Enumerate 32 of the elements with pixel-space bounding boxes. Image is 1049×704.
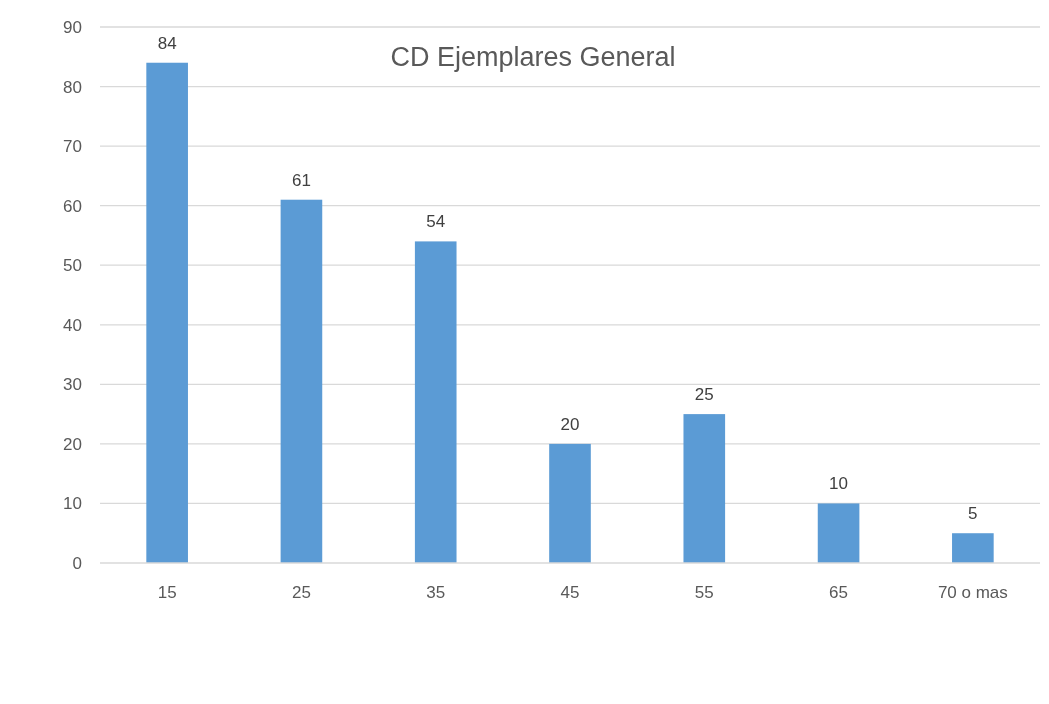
x-tick-label: 70 o mas xyxy=(937,583,1008,602)
bar xyxy=(817,503,860,563)
x-tick-label: 25 xyxy=(291,583,311,602)
data-label: 5 xyxy=(968,504,978,524)
x-tick-label: 15 xyxy=(157,583,177,602)
data-label: 61 xyxy=(291,170,311,190)
data-label: 54 xyxy=(426,212,446,232)
text: CD Ejemplares General xyxy=(390,42,676,72)
data-label: 10 xyxy=(829,474,849,494)
y-tick-label: 30 xyxy=(63,375,82,395)
y-tick-label: 20 xyxy=(63,434,82,454)
y-tick-label: 10 xyxy=(63,494,82,514)
data-label: 25 xyxy=(694,385,714,405)
y-tick-label: 70 xyxy=(63,137,82,157)
bar xyxy=(414,241,457,563)
data-label: 84 xyxy=(157,33,177,53)
bar xyxy=(146,62,188,563)
bar xyxy=(549,443,591,563)
x-tick-label: 35 xyxy=(426,583,446,602)
y-tick-label: 40 xyxy=(63,315,82,335)
y-tick-label: 60 xyxy=(63,196,82,216)
bar xyxy=(280,199,323,563)
y-tick-label: 80 xyxy=(63,77,82,97)
y-tick-label: 50 xyxy=(63,256,82,276)
bar xyxy=(683,414,726,563)
x-tick-label: 55 xyxy=(694,583,714,602)
x-tick-label: 45 xyxy=(560,583,580,602)
x-tick-label: 65 xyxy=(829,583,849,602)
bar xyxy=(952,533,994,563)
data-label: 20 xyxy=(560,414,580,434)
y-tick-label: 90 xyxy=(63,18,82,37)
y-tick-label: 0 xyxy=(72,554,82,573)
